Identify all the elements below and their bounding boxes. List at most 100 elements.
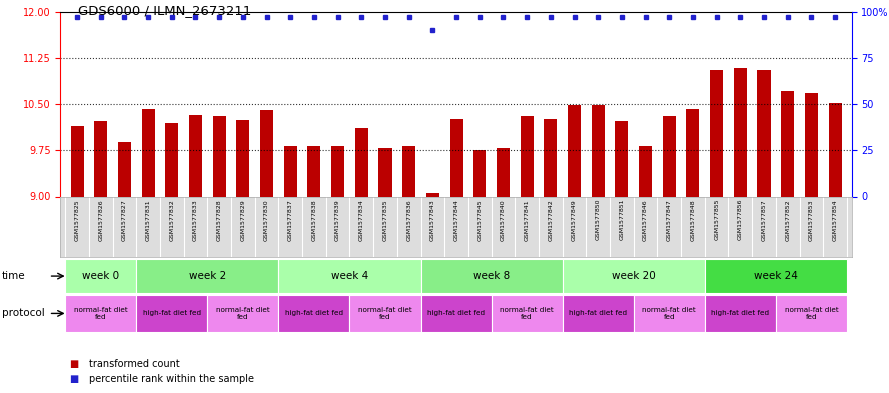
Bar xyxy=(165,123,179,196)
Text: ■: ■ xyxy=(69,358,78,369)
Bar xyxy=(615,121,629,196)
Text: ■: ■ xyxy=(69,374,78,384)
Bar xyxy=(705,295,776,332)
Text: GSM1577826: GSM1577826 xyxy=(98,199,103,241)
Text: GSM1577834: GSM1577834 xyxy=(359,199,364,241)
Bar xyxy=(402,146,415,196)
Text: GSM1577829: GSM1577829 xyxy=(240,199,245,241)
Text: GSM1577852: GSM1577852 xyxy=(785,199,790,241)
Text: normal-fat diet
fed: normal-fat diet fed xyxy=(501,307,554,320)
Text: GSM1577839: GSM1577839 xyxy=(335,199,340,241)
Bar xyxy=(733,68,747,196)
Bar xyxy=(568,105,581,196)
Bar xyxy=(136,259,278,293)
Text: week 20: week 20 xyxy=(612,271,655,281)
Bar xyxy=(420,259,563,293)
Text: GSM1577835: GSM1577835 xyxy=(382,199,388,241)
Bar xyxy=(420,295,492,332)
Bar xyxy=(776,295,847,332)
Bar xyxy=(331,146,344,196)
Text: GSM1577856: GSM1577856 xyxy=(738,199,743,241)
Bar xyxy=(236,119,250,196)
Bar xyxy=(308,146,320,196)
Bar xyxy=(260,110,273,196)
Text: week 2: week 2 xyxy=(188,271,226,281)
Text: high-fat diet fed: high-fat diet fed xyxy=(427,310,485,316)
Text: normal-fat diet
fed: normal-fat diet fed xyxy=(643,307,696,320)
Text: GSM1577841: GSM1577841 xyxy=(525,199,530,241)
Text: GSM1577837: GSM1577837 xyxy=(288,199,292,241)
Bar xyxy=(141,109,155,196)
Text: GSM1577850: GSM1577850 xyxy=(596,199,601,241)
Bar xyxy=(94,121,108,196)
Bar xyxy=(662,116,676,196)
Bar xyxy=(592,105,605,196)
Bar xyxy=(634,295,705,332)
Text: GSM1577857: GSM1577857 xyxy=(762,199,766,241)
Bar xyxy=(379,149,391,196)
Text: normal-fat diet
fed: normal-fat diet fed xyxy=(74,307,128,320)
Bar xyxy=(189,115,202,196)
Bar xyxy=(563,259,705,293)
Text: GSM1577832: GSM1577832 xyxy=(169,199,174,241)
Text: GSM1577847: GSM1577847 xyxy=(667,199,672,241)
Text: high-fat diet fed: high-fat diet fed xyxy=(284,310,343,316)
Text: week 24: week 24 xyxy=(754,271,797,281)
Bar xyxy=(65,295,136,332)
Text: GSM1577855: GSM1577855 xyxy=(714,199,719,241)
Text: high-fat diet fed: high-fat diet fed xyxy=(143,310,201,316)
Text: week 0: week 0 xyxy=(82,271,119,281)
Bar xyxy=(829,103,842,196)
Bar xyxy=(355,128,368,196)
Text: GSM1577833: GSM1577833 xyxy=(193,199,198,241)
Text: normal-fat diet
fed: normal-fat diet fed xyxy=(784,307,838,320)
Bar xyxy=(136,295,207,332)
Text: GSM1577825: GSM1577825 xyxy=(75,199,79,241)
Bar xyxy=(805,93,818,196)
Text: GSM1577842: GSM1577842 xyxy=(549,199,553,241)
Text: GSM1577827: GSM1577827 xyxy=(122,199,127,241)
Text: transformed count: transformed count xyxy=(89,358,180,369)
Bar xyxy=(686,109,700,196)
Bar xyxy=(639,146,653,196)
Bar xyxy=(284,146,297,196)
Bar xyxy=(757,70,771,196)
Bar xyxy=(278,295,349,332)
Bar xyxy=(212,116,226,196)
Bar xyxy=(781,91,794,196)
Text: percentile rank within the sample: percentile rank within the sample xyxy=(89,374,254,384)
Bar xyxy=(563,295,634,332)
Text: GSM1577830: GSM1577830 xyxy=(264,199,269,241)
Text: time: time xyxy=(2,271,26,281)
Text: protocol: protocol xyxy=(2,309,44,318)
Bar xyxy=(70,126,84,196)
Text: week 8: week 8 xyxy=(473,271,510,281)
Bar xyxy=(473,150,486,196)
Text: GSM1577854: GSM1577854 xyxy=(833,199,837,241)
Bar xyxy=(118,142,131,196)
Text: GDS6000 / ILMN_2673211: GDS6000 / ILMN_2673211 xyxy=(78,4,252,17)
Text: GSM1577831: GSM1577831 xyxy=(146,199,150,241)
Text: normal-fat diet
fed: normal-fat diet fed xyxy=(216,307,269,320)
Text: GSM1577838: GSM1577838 xyxy=(311,199,316,241)
Bar xyxy=(349,295,420,332)
Text: GSM1577849: GSM1577849 xyxy=(572,199,577,241)
Text: high-fat diet fed: high-fat diet fed xyxy=(711,310,769,316)
Text: GSM1577828: GSM1577828 xyxy=(217,199,221,241)
Bar xyxy=(497,149,510,196)
Text: GSM1577848: GSM1577848 xyxy=(691,199,695,241)
Bar xyxy=(278,259,420,293)
Text: week 4: week 4 xyxy=(331,271,368,281)
Bar xyxy=(710,70,723,196)
Text: GSM1577845: GSM1577845 xyxy=(477,199,482,241)
Text: GSM1577836: GSM1577836 xyxy=(406,199,412,241)
Text: GSM1577851: GSM1577851 xyxy=(620,199,624,241)
Bar xyxy=(705,259,847,293)
Text: normal-fat diet
fed: normal-fat diet fed xyxy=(358,307,412,320)
Bar xyxy=(544,119,557,196)
Bar xyxy=(426,193,439,196)
Text: GSM1577846: GSM1577846 xyxy=(643,199,648,241)
Bar xyxy=(492,295,563,332)
Text: GSM1577844: GSM1577844 xyxy=(453,199,459,241)
Bar xyxy=(521,116,533,196)
